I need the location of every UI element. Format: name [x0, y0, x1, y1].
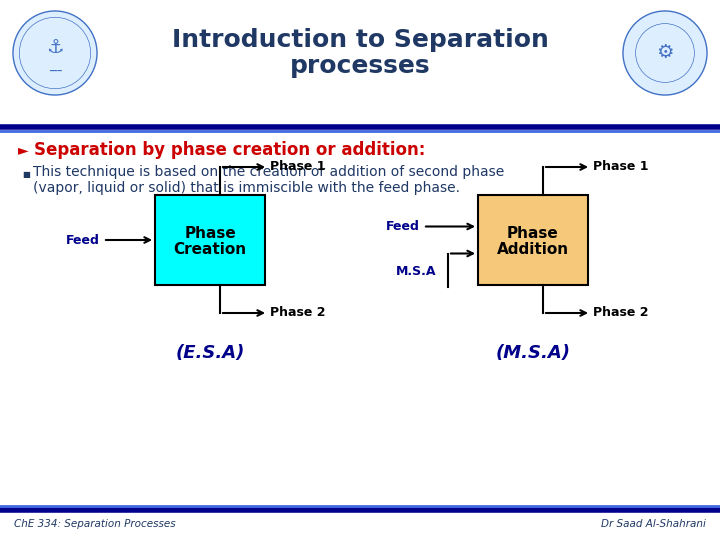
Text: This technique is based on the creation or addition of second phase: This technique is based on the creation … [33, 165, 504, 179]
Text: Phase: Phase [507, 226, 559, 240]
Bar [478, 195, 588, 285]
Text: Creation: Creation [174, 241, 246, 256]
Text: ►: ► [18, 143, 29, 157]
Text: (vapor, liquid or solid) that is immiscible with the feed phase.: (vapor, liquid or solid) that is immisci… [33, 181, 460, 195]
Text: Dr Saad Al-Shahrani: Dr Saad Al-Shahrani [601, 519, 706, 529]
Text: ⚓: ⚓ [46, 37, 64, 57]
Bar [0, 0, 720, 127]
Text: Phase 2: Phase 2 [593, 307, 649, 320]
Circle shape [13, 11, 97, 95]
Text: (E.S.A): (E.S.A) [175, 344, 245, 362]
Text: Phase 1: Phase 1 [593, 160, 649, 173]
Text: Feed: Feed [386, 220, 420, 233]
Text: (M.S.A): (M.S.A) [495, 344, 570, 362]
Text: ━━━: ━━━ [49, 68, 61, 74]
Text: Feed: Feed [66, 233, 100, 246]
Text: ⚙: ⚙ [656, 44, 674, 63]
Text: ■: ■ [22, 170, 30, 179]
Text: Separation by phase creation or addition:: Separation by phase creation or addition… [34, 141, 426, 159]
Text: Phase: Phase [184, 226, 236, 240]
Text: Introduction to Separation: Introduction to Separation [171, 28, 549, 52]
Text: processes: processes [289, 54, 431, 78]
Text: ChE 334: Separation Processes: ChE 334: Separation Processes [14, 519, 176, 529]
Circle shape [623, 11, 707, 95]
Text: Phase 2: Phase 2 [270, 307, 325, 320]
Text: Phase 1: Phase 1 [270, 160, 325, 173]
Bar [155, 195, 265, 285]
Text: Addition: Addition [497, 241, 569, 256]
Text: M.S.A: M.S.A [396, 265, 436, 278]
